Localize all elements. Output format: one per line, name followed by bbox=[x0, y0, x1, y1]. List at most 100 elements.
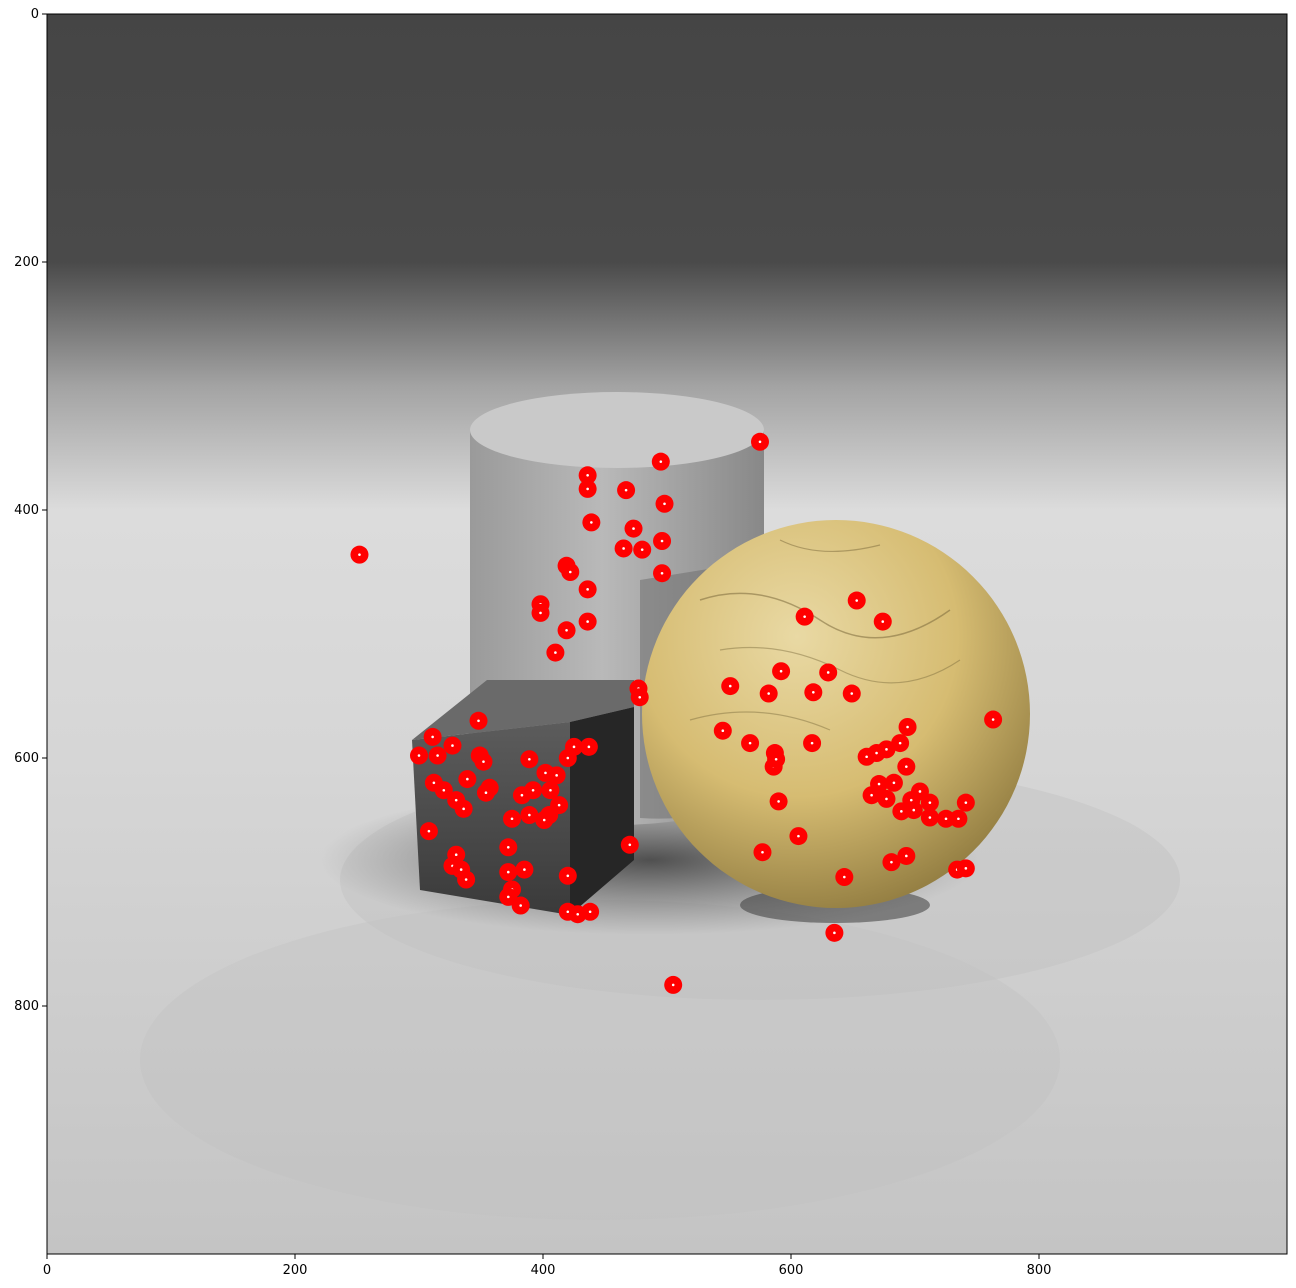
scatter-point bbox=[753, 843, 772, 862]
scatter-point bbox=[350, 545, 369, 564]
scatter-point bbox=[884, 773, 903, 792]
scatter-point bbox=[499, 863, 518, 882]
scatter-point bbox=[547, 766, 566, 785]
scatter-point bbox=[579, 737, 598, 756]
scatter-point bbox=[499, 838, 518, 857]
scatter-point bbox=[531, 603, 550, 622]
scatter-point bbox=[904, 801, 923, 820]
scatter-point bbox=[419, 822, 438, 841]
scatter-point bbox=[897, 757, 916, 776]
scatter-point bbox=[898, 718, 917, 736]
scatter-point bbox=[558, 749, 577, 767]
scatter-point bbox=[520, 750, 539, 769]
scatter-point bbox=[578, 612, 597, 631]
scatter-point bbox=[891, 734, 910, 753]
scatter-point bbox=[842, 684, 861, 703]
scatter-point bbox=[803, 734, 822, 753]
y-tick-label: 0 bbox=[31, 7, 39, 22]
x-tick-label: 200 bbox=[283, 1263, 308, 1278]
scatter-point bbox=[819, 663, 838, 682]
scatter-point bbox=[751, 432, 769, 451]
scatter-point bbox=[578, 466, 597, 485]
scatter-point bbox=[458, 770, 477, 789]
scatter-point bbox=[620, 835, 639, 854]
scatter-point bbox=[515, 860, 534, 879]
scatter-point bbox=[956, 793, 975, 812]
scatter-point bbox=[772, 662, 791, 681]
scatter-point bbox=[873, 612, 892, 631]
x-tick-label: 800 bbox=[1027, 1263, 1052, 1278]
scatter-point bbox=[847, 591, 866, 610]
scatter-point bbox=[769, 792, 788, 811]
scatter-point bbox=[920, 793, 939, 812]
scatter-point bbox=[630, 688, 649, 707]
scatter-point bbox=[578, 580, 597, 599]
y-axis: 0 200 400 600 800 bbox=[14, 7, 47, 1014]
x-tick-label: 0 bbox=[43, 1263, 51, 1278]
y-tick-label: 400 bbox=[14, 503, 39, 518]
scatter-point bbox=[767, 750, 786, 769]
scatter-point bbox=[511, 896, 530, 915]
y-tick-label: 600 bbox=[14, 751, 39, 766]
scatter-point bbox=[825, 923, 844, 942]
scatter-point bbox=[474, 752, 493, 771]
scatter-point bbox=[633, 540, 652, 559]
scatter-point bbox=[835, 868, 854, 887]
scatter-point bbox=[713, 721, 732, 740]
scatter-point bbox=[897, 846, 916, 865]
scatter-point bbox=[520, 806, 539, 825]
scatter-point bbox=[454, 799, 473, 818]
scatter-point bbox=[423, 727, 442, 746]
scatter-point bbox=[535, 811, 554, 829]
scatter-point bbox=[410, 746, 428, 765]
scatter-point bbox=[789, 827, 808, 846]
scatter-point bbox=[653, 532, 672, 550]
scatter-point bbox=[443, 736, 462, 755]
rendered-scene bbox=[47, 14, 1287, 1254]
scatter-point bbox=[862, 786, 881, 805]
scatter-point bbox=[741, 734, 760, 753]
scatter-point bbox=[512, 786, 531, 805]
floor-shadow-soft bbox=[140, 900, 1060, 1220]
scatter-point bbox=[581, 902, 600, 921]
scatter-point bbox=[882, 853, 901, 872]
scatter-point bbox=[578, 479, 597, 498]
scatter-point bbox=[795, 607, 814, 626]
scatter-point bbox=[721, 677, 740, 696]
scatter-point bbox=[469, 711, 488, 730]
x-axis: 0 200 400 600 800 bbox=[43, 1254, 1052, 1278]
y-tick-label: 800 bbox=[14, 999, 39, 1014]
scatter-point bbox=[664, 975, 683, 994]
scatter-point bbox=[759, 684, 778, 703]
scatter-point bbox=[804, 683, 823, 702]
scatter-point bbox=[614, 539, 633, 558]
scatter-point bbox=[561, 563, 580, 581]
scatter-point bbox=[503, 809, 521, 828]
x-tick-label: 600 bbox=[779, 1263, 804, 1278]
scatter-point bbox=[857, 747, 876, 766]
scatter-point bbox=[557, 621, 576, 640]
scatter-point bbox=[651, 452, 670, 471]
scatter-point bbox=[937, 809, 955, 828]
scatter-point bbox=[558, 866, 577, 885]
scatter-point bbox=[434, 781, 453, 800]
scatter-point bbox=[984, 710, 1003, 729]
scatter-points bbox=[350, 432, 1003, 994]
scatter-point bbox=[877, 789, 896, 808]
scatter-point bbox=[476, 783, 495, 802]
scatter-point bbox=[541, 781, 560, 800]
scatter-point bbox=[949, 809, 968, 828]
scatter-point bbox=[920, 808, 939, 827]
scatter-point bbox=[617, 481, 636, 500]
scatter-point bbox=[582, 513, 601, 532]
scatter-point bbox=[457, 870, 476, 889]
scatter-point bbox=[956, 859, 975, 878]
scatter-point bbox=[546, 643, 565, 662]
scatter-point bbox=[624, 519, 643, 538]
scatter-point bbox=[428, 746, 447, 765]
scatter-point bbox=[653, 564, 672, 583]
axes-frame bbox=[46, 13, 1288, 1255]
scatter-point bbox=[655, 494, 674, 513]
x-tick-label: 400 bbox=[531, 1263, 556, 1278]
